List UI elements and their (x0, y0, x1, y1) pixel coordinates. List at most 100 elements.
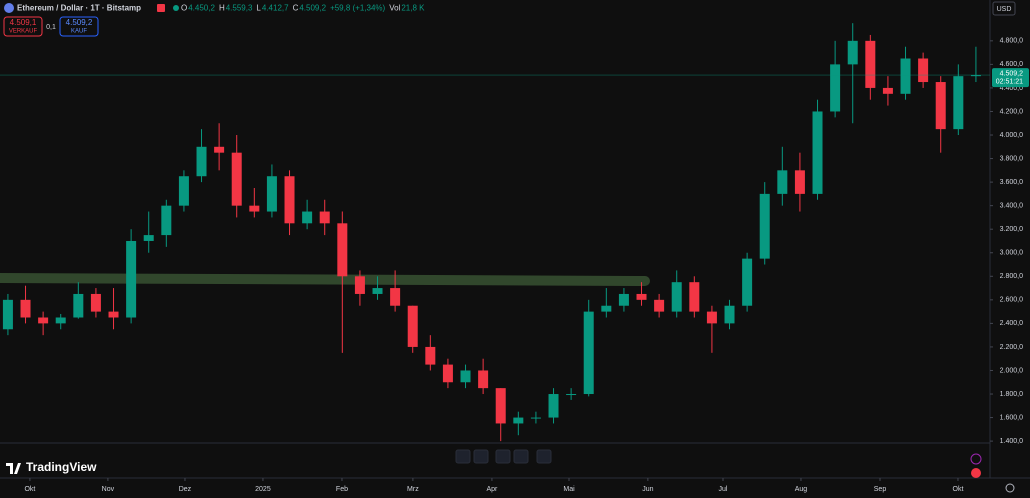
candle-body (513, 417, 524, 424)
candle-body (918, 58, 929, 83)
candle-body (495, 388, 506, 424)
candle-body (178, 176, 189, 206)
x-tick-label: Apr (486, 486, 498, 493)
y-tick-label: 2.800,0 (1000, 273, 1023, 280)
candle-body (2, 299, 13, 330)
ohlc-key: H (219, 4, 225, 13)
candle-body (231, 152, 242, 206)
candle-body (671, 282, 682, 312)
currency: USD (997, 6, 1012, 13)
candle-body (460, 370, 471, 383)
candle-body (601, 305, 612, 312)
candle-body (724, 305, 735, 324)
candle-body (354, 276, 365, 294)
ohlc-key: O (181, 4, 187, 13)
brand: TradingView (26, 460, 97, 474)
candle-body (953, 76, 964, 130)
candle-body (583, 311, 594, 395)
candle-body (425, 346, 436, 365)
zoom-out[interactable] (455, 449, 471, 464)
last-price: 4.509,2 (1000, 70, 1023, 77)
market-status (173, 5, 179, 11)
candle-body (566, 394, 577, 396)
candle-body (478, 370, 489, 389)
candle-body (970, 75, 981, 77)
ohlc-value: 4.450,2 (188, 4, 215, 13)
ohlc-key: L (256, 4, 261, 13)
scroll-left[interactable] (495, 449, 511, 464)
y-tick-label: 3.400,0 (1000, 203, 1023, 210)
nav-buttons (455, 449, 552, 464)
y-tick-label: 2.200,0 (1000, 344, 1023, 351)
candle-body (73, 293, 84, 318)
y-tick-label: 2.600,0 (1000, 297, 1023, 304)
x-tick-label: Mai (563, 486, 575, 493)
y-tick-label: 4.000,0 (1000, 132, 1023, 139)
candle-body (143, 235, 154, 241)
x-tick-label: Okt (953, 486, 964, 493)
settings-icon[interactable] (1005, 483, 1015, 493)
x-tick-label: Jun (642, 486, 653, 493)
flag-badge[interactable] (971, 468, 981, 478)
symbol-title: Ethereum / Dollar · 1T · Bitstamp (17, 4, 141, 13)
y-tick-label: 3.000,0 (1000, 250, 1023, 257)
candle-body (812, 111, 823, 194)
candle-body (302, 211, 313, 224)
candle-body (935, 82, 946, 130)
ohlc-key: C (293, 4, 299, 13)
candle-body (618, 293, 629, 306)
ohlc-legend: O 4.450,2 H 4.559,3 L 4.412,7 C 4.509,2 +59,8 (+… (181, 4, 425, 13)
alert-icon[interactable] (970, 453, 982, 465)
sell-button[interactable] (3, 16, 43, 37)
last-price-box (992, 68, 1029, 88)
x-tick-label: Dez (179, 486, 192, 493)
flag-icon[interactable] (157, 4, 165, 12)
x-tick-label: Mrz (407, 486, 419, 493)
ohlc-value: 4.559,3 (226, 4, 253, 13)
x-tick-label: Okt (24, 486, 35, 493)
candle-body (882, 87, 893, 94)
symbol-icon (4, 3, 14, 13)
reset[interactable] (536, 449, 552, 464)
candle-body (161, 205, 172, 236)
spread: 0,1 (46, 24, 56, 31)
candle-body (90, 293, 101, 312)
candles (2, 23, 981, 442)
change: +59,8 (+1,34%) (330, 4, 385, 13)
candle-body (214, 146, 225, 153)
candle-body (126, 240, 137, 318)
candle-body (548, 394, 559, 418)
buy-label: KAUF (71, 29, 87, 35)
candle-body (266, 176, 277, 212)
y-tick-label: 4.400,0 (1000, 85, 1023, 92)
drawn-trendline[interactable] (0, 273, 650, 286)
y-tick-label: 1.600,0 (1000, 414, 1023, 421)
buy-button[interactable] (59, 16, 99, 37)
candle-body (636, 293, 647, 300)
y-tick-label: 3.800,0 (1000, 155, 1023, 162)
candle-body (742, 258, 753, 306)
candle-body (319, 211, 330, 224)
ohlc-value: 4.509,2 (299, 4, 326, 13)
x-tick-label: 2025 (255, 486, 271, 493)
candle-body (108, 311, 119, 318)
candle-body (249, 205, 260, 212)
y-tick-label: 1.800,0 (1000, 391, 1023, 398)
volume-key: Vol (389, 4, 400, 13)
candle-body (847, 40, 858, 65)
candle-body (20, 299, 31, 318)
y-tick-label: 4.200,0 (1000, 108, 1023, 115)
sell-price: 4.509,1 (10, 18, 37, 27)
scroll-right[interactable] (513, 449, 529, 464)
x-tick-label: Jul (719, 486, 728, 493)
candle-body (777, 170, 788, 194)
countdown: 02:51:21 (996, 78, 1023, 85)
currency-button[interactable] (992, 1, 1016, 16)
ohlc-value: 4.412,7 (262, 4, 289, 13)
zoom-in[interactable] (473, 449, 489, 464)
candle-body (830, 64, 841, 112)
candle-body (530, 417, 541, 419)
